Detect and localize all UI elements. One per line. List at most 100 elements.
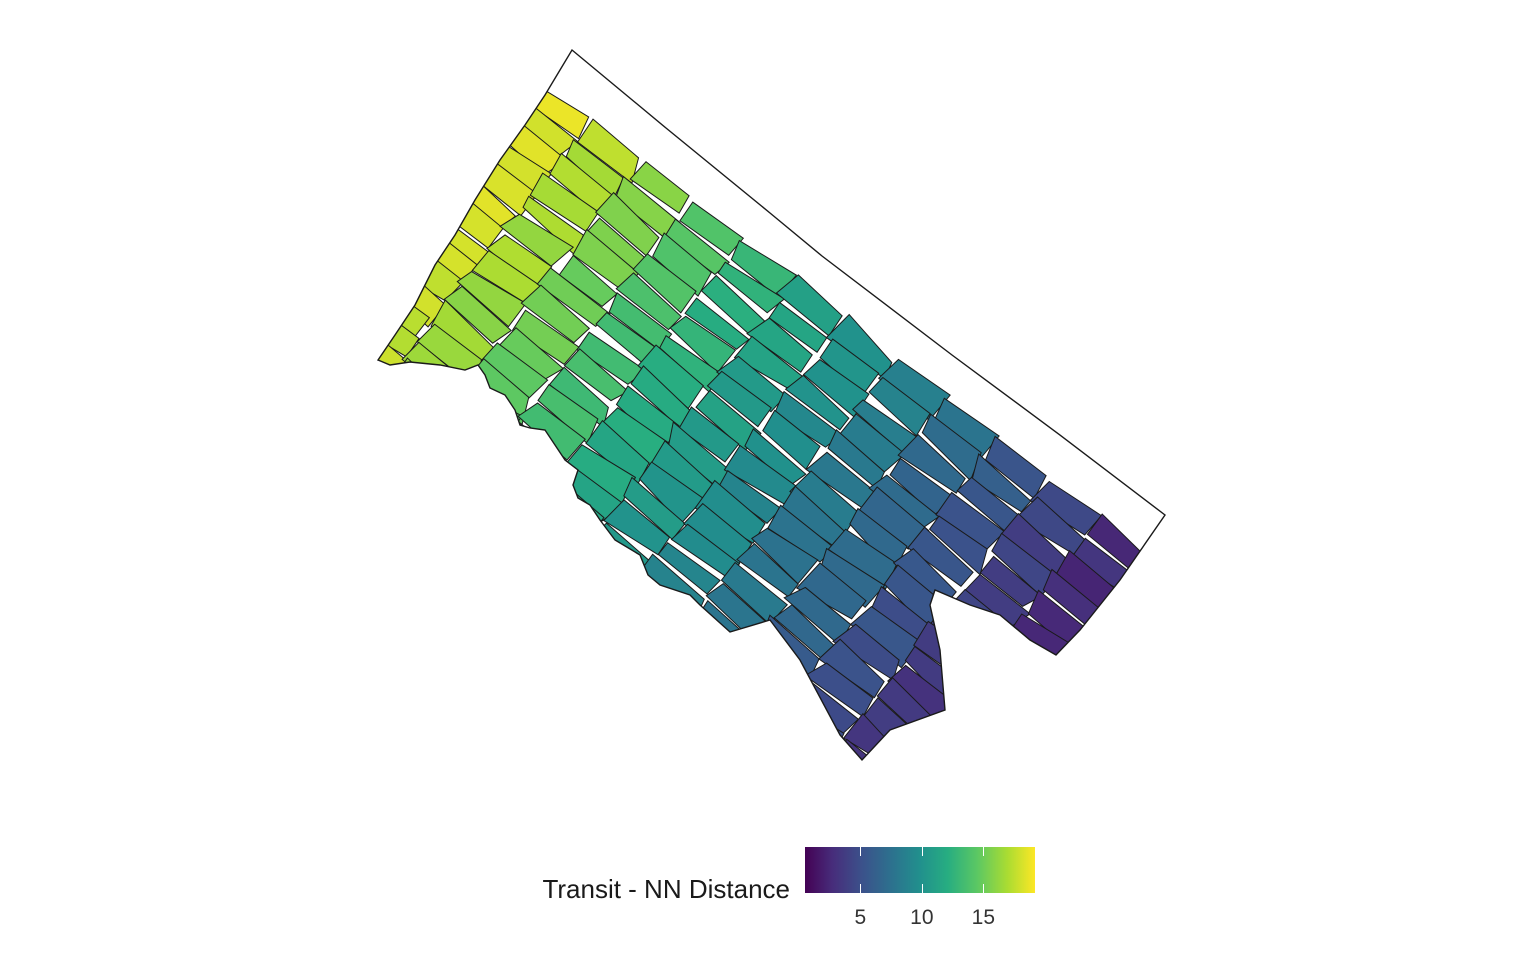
census-tract xyxy=(663,218,730,276)
census-tract xyxy=(696,695,767,755)
census-tract xyxy=(950,894,1017,949)
census-tract xyxy=(962,781,1023,836)
census-tract xyxy=(281,391,344,450)
census-tract xyxy=(973,762,1044,823)
census-tract xyxy=(601,613,668,674)
census-tract xyxy=(941,701,1008,760)
census-tract xyxy=(1029,796,1090,860)
census-tract xyxy=(650,656,713,712)
census-tract xyxy=(391,453,465,511)
census-tract xyxy=(679,201,745,256)
census-tract xyxy=(310,356,369,411)
census-tract xyxy=(1003,839,1061,892)
census-tract xyxy=(1121,573,1165,640)
census-tract xyxy=(483,547,554,615)
census-tract xyxy=(1159,634,1165,691)
census-tract xyxy=(1037,779,1111,843)
census-tract xyxy=(1113,690,1165,752)
census-tract xyxy=(551,571,611,629)
census-tract xyxy=(984,851,1048,915)
census-tract xyxy=(470,460,547,518)
census-tract xyxy=(678,406,740,463)
census-tract xyxy=(292,379,365,433)
census-tract xyxy=(1138,648,1165,709)
census-tract xyxy=(956,684,1018,744)
census-tract xyxy=(856,486,930,550)
census-tract xyxy=(726,658,798,714)
census-tract xyxy=(629,671,697,733)
census-tract xyxy=(751,735,814,760)
census-tract xyxy=(436,401,508,462)
census-tract xyxy=(849,605,923,669)
census-tract xyxy=(427,420,495,481)
census-tract xyxy=(1004,728,1066,760)
census-tract xyxy=(784,374,850,431)
census-tract xyxy=(521,500,588,558)
census-tract xyxy=(694,479,766,544)
census-tract xyxy=(531,587,601,652)
census-tract xyxy=(629,161,690,214)
census-tract xyxy=(615,272,682,331)
census-tract xyxy=(717,261,786,314)
census-tract xyxy=(378,339,387,398)
census-tract xyxy=(746,317,813,373)
census-tract xyxy=(769,715,835,760)
census-tract xyxy=(717,469,782,524)
census-tract xyxy=(706,370,772,428)
census-tract xyxy=(520,284,591,344)
census-tract xyxy=(929,817,997,877)
census-tract xyxy=(381,473,451,530)
census-tract xyxy=(947,793,1012,857)
census-tract xyxy=(1077,626,1139,688)
census-tract xyxy=(490,437,558,498)
census-tract xyxy=(968,876,1031,935)
census-tract xyxy=(378,284,431,338)
census-tract xyxy=(1096,704,1165,760)
census-tract xyxy=(979,555,1043,607)
census-tract xyxy=(558,254,618,308)
census-tract xyxy=(583,631,651,687)
census-tract xyxy=(891,873,952,927)
census-tract xyxy=(657,542,721,595)
census-tract xyxy=(684,297,750,350)
census-tract xyxy=(839,830,903,889)
census-tract xyxy=(378,399,426,458)
census-tract xyxy=(715,355,787,413)
census-tract xyxy=(768,301,828,353)
census-tract xyxy=(511,512,580,579)
census-tract xyxy=(818,638,885,699)
census-tract xyxy=(378,427,393,495)
census-tract xyxy=(389,357,450,421)
census-tract xyxy=(511,309,580,366)
census-tract xyxy=(1053,763,1121,824)
census-tract xyxy=(983,651,1053,702)
census-tract xyxy=(1017,817,1078,882)
census-tract xyxy=(1048,665,1113,727)
census-tract xyxy=(897,433,966,494)
census-tract xyxy=(685,710,756,760)
census-tract xyxy=(563,348,630,402)
census-tract xyxy=(940,910,1004,960)
census-tract xyxy=(737,752,802,760)
census-tract xyxy=(456,270,527,328)
census-tract xyxy=(878,779,942,835)
census-tract xyxy=(1070,744,1141,760)
tract-polygons xyxy=(281,83,1165,960)
census-tract xyxy=(1014,702,1082,760)
census-tract xyxy=(767,504,836,563)
census-tract xyxy=(433,517,498,576)
census-tract xyxy=(906,743,975,760)
county-outline xyxy=(376,48,1166,762)
census-tract xyxy=(668,636,732,699)
census-tract xyxy=(576,331,647,385)
census-tract xyxy=(611,599,677,660)
census-tract xyxy=(378,411,415,476)
census-tract xyxy=(868,376,931,437)
census-tract xyxy=(928,717,996,760)
census-tract xyxy=(816,754,884,760)
census-tract xyxy=(1108,595,1165,657)
census-tract xyxy=(1127,668,1165,728)
census-tract xyxy=(795,562,867,620)
census-tract xyxy=(895,762,958,813)
